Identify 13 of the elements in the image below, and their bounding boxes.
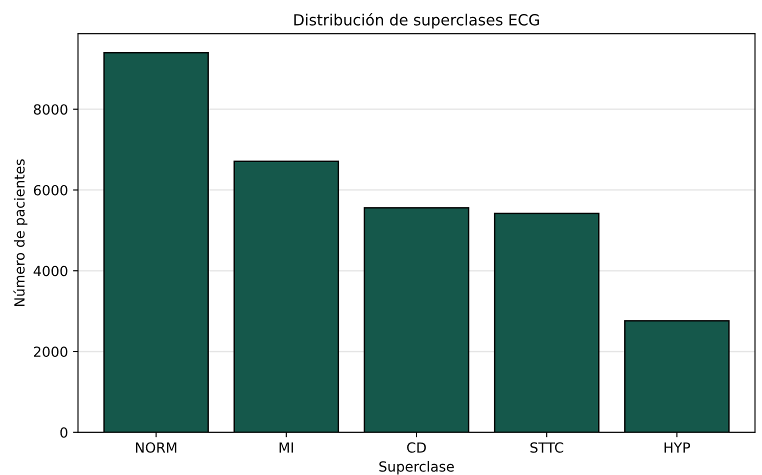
x-tick-label: MI xyxy=(280,442,293,453)
x-tick-label: HYP xyxy=(664,442,690,453)
x-tick-label: CD xyxy=(407,442,426,453)
y-tick-label: 8000 xyxy=(34,104,68,115)
x-tick-label: STTC xyxy=(530,442,564,453)
x-axis-title: Superclase xyxy=(379,461,454,474)
y-tick-label: 4000 xyxy=(34,266,68,276)
y-tick-label: 0 xyxy=(60,427,68,438)
y-tick-label: 2000 xyxy=(34,346,68,358)
y-tick-label: 6000 xyxy=(34,184,68,196)
chart-title: Distribución de superclases ECG xyxy=(294,13,539,29)
x-tick-label: NORM xyxy=(136,442,176,453)
y-axis-title: Número de pacientes xyxy=(13,159,28,306)
